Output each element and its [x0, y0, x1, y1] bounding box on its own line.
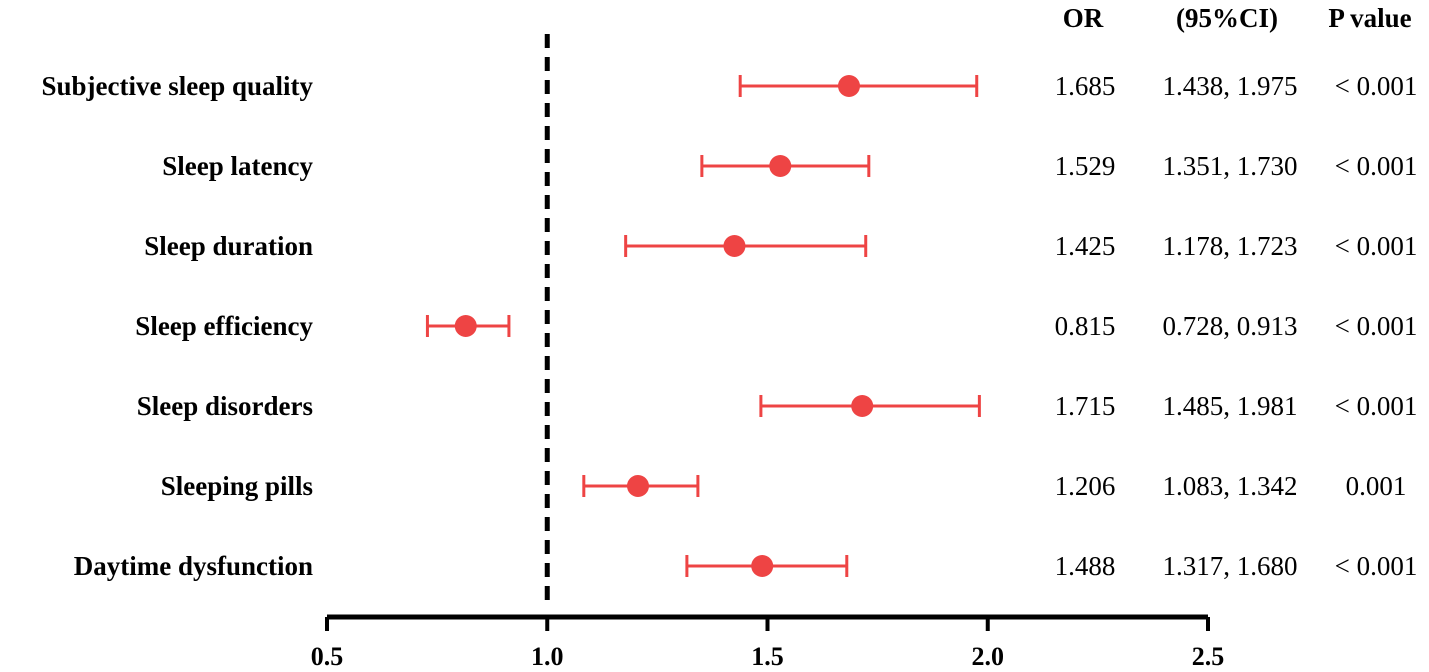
- x-axis: 0.5 1.0 1.5 2.0 2.5: [311, 614, 1225, 671]
- row-label: Sleep latency: [162, 151, 313, 181]
- ci-value: 1.351, 1.730: [1163, 151, 1298, 181]
- x-tick-label: 0.5: [311, 642, 344, 671]
- forest-row: Sleeping pills 1.206 1.083, 1.342 0.001: [161, 471, 1407, 501]
- or-value: 1.529: [1055, 151, 1116, 181]
- ci-value: 1.317, 1.680: [1163, 551, 1298, 581]
- p-value: < 0.001: [1335, 151, 1418, 181]
- forest-row: Sleep disorders 1.715 1.485, 1.981 < 0.001: [137, 391, 1418, 421]
- row-label: Sleep disorders: [137, 391, 313, 421]
- ci-value: 1.485, 1.981: [1163, 391, 1298, 421]
- p-value: < 0.001: [1335, 551, 1418, 581]
- or-value: 0.815: [1055, 311, 1116, 341]
- or-point: [851, 395, 874, 417]
- x-tick-label: 1.0: [531, 642, 564, 671]
- p-value: < 0.001: [1335, 311, 1418, 341]
- or-point: [723, 235, 746, 257]
- or-point: [751, 555, 774, 577]
- row-label: Sleep duration: [144, 231, 313, 261]
- p-value: < 0.001: [1335, 231, 1418, 261]
- or-value: 1.715: [1055, 391, 1116, 421]
- or-point: [454, 315, 477, 337]
- or-value: 1.425: [1055, 231, 1116, 261]
- ci-value: 0.728, 0.913: [1163, 311, 1298, 341]
- x-tick-label: 2.0: [972, 642, 1005, 671]
- row-label: Daytime dysfunction: [74, 551, 313, 581]
- or-point: [769, 155, 792, 177]
- p-value: 0.001: [1346, 471, 1407, 501]
- forest-row: Sleep efficiency 0.815 0.728, 0.913 < 0.001: [135, 311, 1417, 341]
- forest-row: Sleep latency 1.529 1.351, 1.730 < 0.001: [162, 151, 1417, 181]
- x-tick-label: 1.5: [751, 642, 784, 671]
- p-value: < 0.001: [1335, 391, 1418, 421]
- p-value: < 0.001: [1335, 71, 1418, 101]
- forest-row: Daytime dysfunction 1.488 1.317, 1.680 < 0.…: [74, 551, 1418, 581]
- row-label: Subjective sleep quality: [41, 71, 313, 101]
- header-p-value: P value: [1328, 3, 1411, 33]
- or-point: [626, 475, 649, 497]
- header-or: OR: [1063, 3, 1104, 33]
- ci-value: 1.178, 1.723: [1163, 231, 1298, 261]
- or-value: 1.685: [1055, 71, 1116, 101]
- forest-row: Subjective sleep quality 1.685 1.438, 1.97…: [41, 71, 1417, 101]
- ci-value: 1.438, 1.975: [1163, 71, 1298, 101]
- forest-row: Sleep duration 1.425 1.178, 1.723 < 0.001: [144, 231, 1417, 261]
- or-point: [837, 75, 860, 97]
- or-value: 1.206: [1055, 471, 1116, 501]
- ci-value: 1.083, 1.342: [1163, 471, 1298, 501]
- x-tick-label: 2.5: [1192, 642, 1225, 671]
- header-ci: (95%CI): [1176, 3, 1278, 33]
- or-value: 1.488: [1055, 551, 1116, 581]
- row-label: Sleeping pills: [161, 471, 313, 501]
- row-label: Sleep efficiency: [135, 311, 313, 341]
- forest-rows: Subjective sleep quality 1.685 1.438, 1.97…: [41, 34, 1417, 609]
